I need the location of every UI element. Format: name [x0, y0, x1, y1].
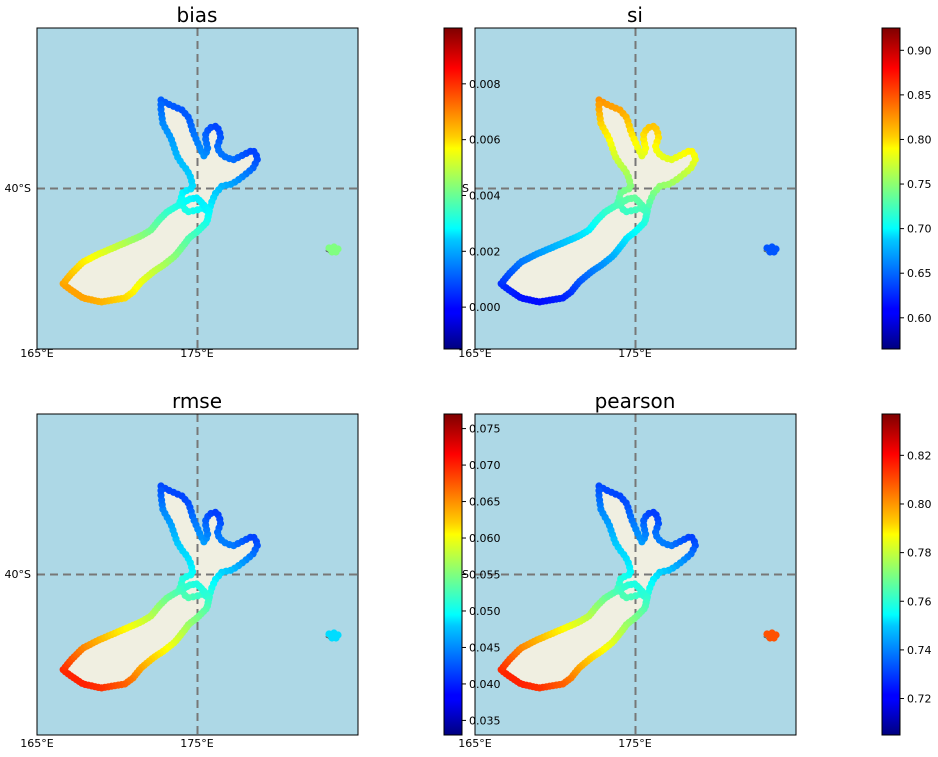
colorbar-tick-label: 0.065: [469, 496, 501, 509]
station-point: [621, 583, 629, 591]
colorbar-tick-label: 0.035: [469, 714, 501, 727]
station-point: [621, 197, 629, 205]
station-point: [157, 101, 165, 109]
colorbar-tick-label: 0.002: [469, 245, 501, 258]
lon-tick-165-rmse: 165°E: [20, 737, 53, 750]
colorbar-tick-label: 0.050: [469, 605, 501, 618]
colorbar-tick-label: 0.80: [907, 133, 932, 146]
lon-tick-175-pearson: 175°E: [618, 737, 651, 750]
colorbar-tick-label: 0.008: [469, 78, 501, 91]
title-pearson: pearson: [595, 389, 676, 413]
station-point: [183, 583, 191, 591]
colorbar-tick-label: 0.76: [907, 595, 932, 608]
station-point: [595, 487, 603, 495]
colorbar-tick-label: 0.055: [469, 569, 501, 582]
station-point: [183, 197, 191, 205]
colorbar-bottom-middle: 0.035 0.040 0.045 0.050 0.055 0.060 0.065 0.070…: [443, 413, 501, 736]
colorbar-tick-label: 0.075: [469, 423, 501, 436]
colorbar-tick-label: 0.045: [469, 641, 501, 654]
colorbar-gradient: [443, 413, 463, 736]
colorbar-gradient: [881, 27, 901, 350]
colorbar-tick-label: 0.72: [907, 693, 932, 706]
map-panel-bias: [36, 27, 359, 350]
lat-tick-40s-bias: 40°S: [5, 182, 31, 195]
colorbar-tick-label: 0.000: [469, 301, 501, 314]
lon-tick-175-si: 175°E: [618, 347, 651, 360]
station-point-chatham: [332, 248, 340, 256]
map-frame: [36, 413, 359, 736]
map-frame: [474, 27, 797, 350]
colorbar-tick-label: 0.070: [469, 459, 501, 472]
colorbar-gradient: [443, 27, 463, 350]
lon-tick-165-si: 165°E: [458, 347, 491, 360]
map-panel-si: [474, 27, 797, 350]
station-point-chatham: [770, 634, 778, 642]
colorbar-tick-label: 0.80: [907, 498, 932, 511]
map-frame: [474, 413, 797, 736]
colorbar-tick-label: 0.040: [469, 678, 501, 691]
colorbar-tick-label: 0.90: [907, 44, 932, 57]
colorbar-tick-label: 0.78: [907, 547, 932, 560]
station-point: [157, 487, 165, 495]
lon-tick-165-pearson: 165°E: [458, 737, 491, 750]
lat-tick-40s-rmse: 40°S: [5, 568, 31, 581]
colorbar-tick-label: 0.060: [469, 532, 501, 545]
colorbar-bottom-right: 0.72 0.74 0.76 0.78 0.80 0.82: [881, 413, 932, 736]
colorbar-tick-label: 0.65: [907, 267, 932, 280]
map-frame: [36, 27, 359, 350]
colorbar-tick-label: 0.60: [907, 312, 932, 325]
colorbar-tick-label: 0.70: [907, 223, 932, 236]
colorbar-tick-label: 0.85: [907, 89, 932, 102]
lat-tick-40s-si: S: [462, 182, 469, 195]
colorbar-tick-label: 0.82: [907, 449, 932, 462]
colorbar-tick-label: 0.004: [469, 189, 501, 202]
map-panel-rmse: [36, 413, 359, 736]
colorbar-gradient: [881, 413, 901, 736]
colorbar-tick-label: 0.006: [469, 134, 501, 147]
colorbar-tick-label: 0.74: [907, 644, 932, 657]
station-point-chatham: [332, 634, 340, 642]
station-point-chatham: [770, 248, 778, 256]
title-rmse: rmse: [172, 389, 222, 413]
title-si: si: [627, 3, 643, 27]
title-bias: bias: [177, 3, 218, 27]
colorbar-top-right: 0.60 0.65 0.70 0.75 0.80 0.85 0.90: [881, 27, 932, 350]
lon-tick-175-rmse: 175°E: [180, 737, 213, 750]
map-panel-pearson: [474, 413, 797, 736]
lon-tick-165-bias: 165°E: [20, 347, 53, 360]
lon-tick-175-bias: 175°E: [180, 347, 213, 360]
colorbar-tick-label: 0.75: [907, 178, 932, 191]
colorbar-top-middle: 0.000 0.002 0.004 0.006 0.008: [443, 27, 501, 350]
lat-tick-40s-pearson: S: [462, 568, 469, 581]
station-point: [595, 101, 603, 109]
